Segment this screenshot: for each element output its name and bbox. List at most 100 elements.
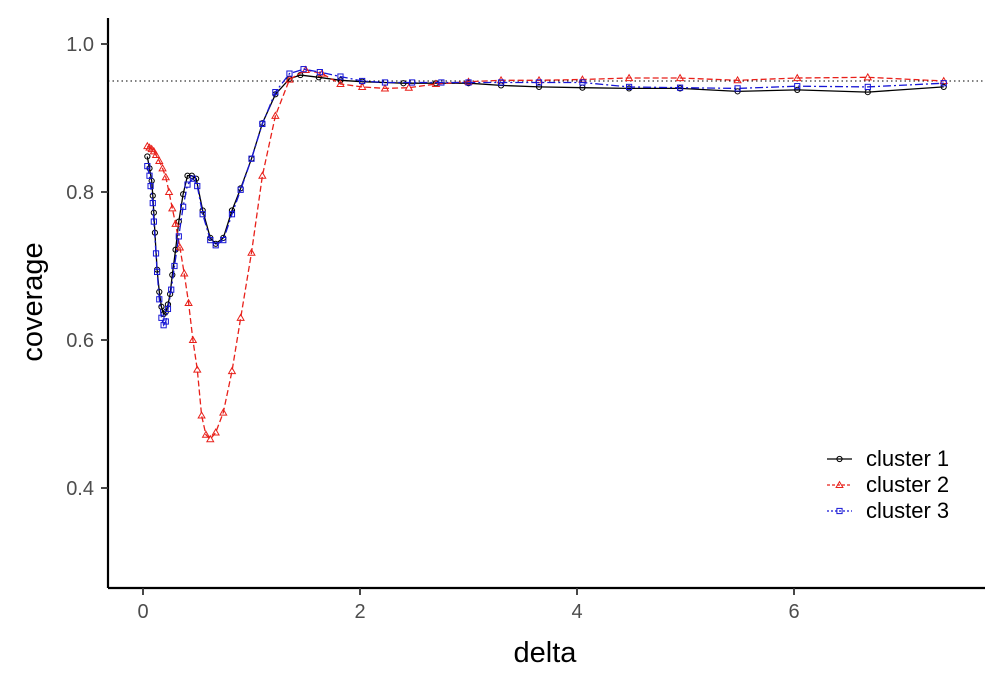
series-2-point: [271, 111, 280, 119]
series-3-point: [438, 79, 445, 86]
series-1-line: [146, 74, 944, 316]
series-2-point: [624, 73, 634, 82]
series-3-point: [940, 80, 947, 87]
series-3-point: [734, 85, 741, 92]
series-3-point: [286, 70, 293, 77]
series-3: [144, 66, 947, 329]
series-3-point: [359, 77, 366, 85]
series-2-point: [431, 79, 441, 88]
series-2-point: [211, 428, 220, 436]
series-2-point: [357, 82, 367, 90]
y-axis-title: coverage: [17, 242, 49, 361]
series-2-point: [201, 430, 211, 438]
legend-key-marker: [836, 455, 843, 463]
x-tick-label: 2: [354, 601, 365, 623]
series-3-point: [158, 314, 165, 321]
series-2-point: [236, 313, 245, 321]
series-2-point: [164, 187, 174, 196]
series-3-point: [207, 237, 214, 244]
series-3-point: [164, 305, 172, 313]
series-3-point: [184, 181, 191, 188]
x-tick-label: 0: [137, 601, 148, 623]
series-2-point: [149, 146, 159, 155]
x-axis-title: delta: [514, 637, 578, 669]
series-1-point: [158, 303, 165, 310]
series-3-point: [316, 69, 323, 76]
legend-label: cluster 1: [866, 446, 949, 471]
series-3-point: [199, 211, 206, 218]
series-3-point: [212, 242, 219, 249]
y-tick-label: 0.8: [66, 182, 94, 204]
y-tick-label: 0.4: [66, 478, 94, 500]
series-3-point: [300, 66, 307, 73]
series-2-point: [179, 268, 189, 277]
series-2-point: [258, 171, 267, 179]
series-2-point: [464, 77, 473, 85]
series-3-point: [149, 200, 156, 207]
series-2-point: [188, 335, 198, 344]
series-3-point: [152, 250, 160, 257]
series-3-point: [676, 84, 684, 91]
series-3-point: [259, 120, 266, 128]
series-3-point: [248, 155, 255, 162]
legend-key-marker: [836, 507, 843, 515]
series-3-point: [144, 163, 151, 170]
series-2-point: [192, 365, 202, 373]
series-3-point: [175, 233, 182, 240]
series-3-point: [220, 237, 227, 244]
series-2-point: [404, 83, 414, 91]
series-3-point: [194, 182, 201, 190]
series-2-point: [161, 172, 171, 181]
series-2-point: [317, 69, 327, 77]
series-3-point: [180, 203, 187, 210]
series-2-point: [336, 79, 345, 88]
series-2-point: [151, 150, 161, 159]
legend-label: cluster 2: [866, 472, 949, 497]
series-3-point: [162, 318, 169, 325]
y-tick-label: 1.0: [66, 34, 94, 56]
series-2-point: [863, 72, 873, 81]
series-2-point: [171, 219, 180, 227]
series-3-point: [408, 79, 416, 86]
series-3-point: [625, 83, 633, 91]
series-2-point: [158, 163, 167, 172]
series-2-point: [168, 203, 177, 212]
series-2: [143, 65, 948, 443]
series-3-point: [337, 73, 344, 80]
legend-label: cluster 3: [866, 498, 949, 523]
series-2-point: [733, 75, 742, 84]
series-3-point: [189, 175, 197, 182]
legend-key-marker: [835, 480, 844, 489]
series-2-point: [155, 156, 164, 164]
series-3-point: [272, 89, 279, 96]
x-tick-label: 6: [788, 601, 799, 623]
series-1-point: [167, 291, 174, 298]
series-1-point: [940, 83, 947, 91]
series-3-point: [381, 79, 389, 86]
series-3-point: [168, 286, 175, 293]
series-2-point: [206, 434, 215, 443]
series-2-point: [184, 298, 193, 307]
series-1-point: [794, 86, 801, 93]
x-tick-label: 4: [571, 601, 582, 623]
series-3-point: [794, 83, 801, 90]
series-layer: [143, 65, 948, 443]
series-2-point: [197, 411, 206, 419]
series-2-point: [675, 73, 685, 82]
series-2-point: [219, 408, 228, 416]
series-3-point: [497, 79, 505, 86]
series-3-line: [146, 68, 944, 327]
series-2-point: [227, 366, 237, 375]
series-3-point: [465, 79, 472, 86]
series-1-point: [535, 83, 543, 91]
series-1-point: [400, 80, 407, 87]
series-3-point: [146, 172, 153, 179]
series-3-point: [147, 182, 154, 190]
series-2-point: [247, 248, 256, 256]
series-2-point: [285, 75, 294, 83]
series-3-point: [228, 211, 236, 218]
series-3-point: [864, 83, 871, 91]
series-2-point: [380, 83, 390, 92]
